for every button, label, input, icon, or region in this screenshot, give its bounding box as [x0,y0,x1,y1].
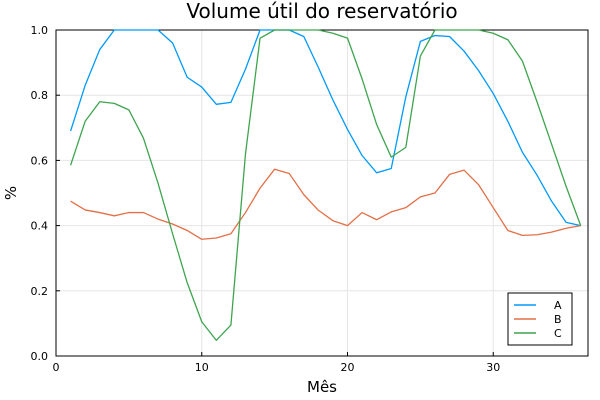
x-tick-label: 10 [195,361,209,374]
legend-label-A: A [554,299,562,312]
series-group [69,29,582,342]
y-tick-label: 1.0 [31,24,49,37]
y-tick-label: 0.0 [31,350,49,363]
y-ticks: 0.0 0.2 0.4 0.6 0.8 1.0 [31,24,60,363]
y-tick-label: 0.6 [31,154,49,167]
legend-label-B: B [554,313,562,326]
y-tick-label: 0.2 [31,285,49,298]
series-line-A [69,29,581,227]
series-line-C [69,29,582,342]
legend: ABC [507,292,573,346]
series-line-B [70,168,581,240]
x-tick-label: 20 [341,361,355,374]
legend-label-C: C [554,327,562,340]
x-tick-label: 0 [53,361,60,374]
x-tick-label: 30 [486,361,500,374]
y-axis-label: % [2,186,20,200]
x-axis-label: Mês [307,378,337,396]
chart-title: Volume útil do reservatório [186,0,457,23]
y-tick-label: 0.4 [31,220,49,233]
y-tick-label: 0.8 [31,89,49,102]
x-ticks: 0 10 20 30 [53,352,500,374]
